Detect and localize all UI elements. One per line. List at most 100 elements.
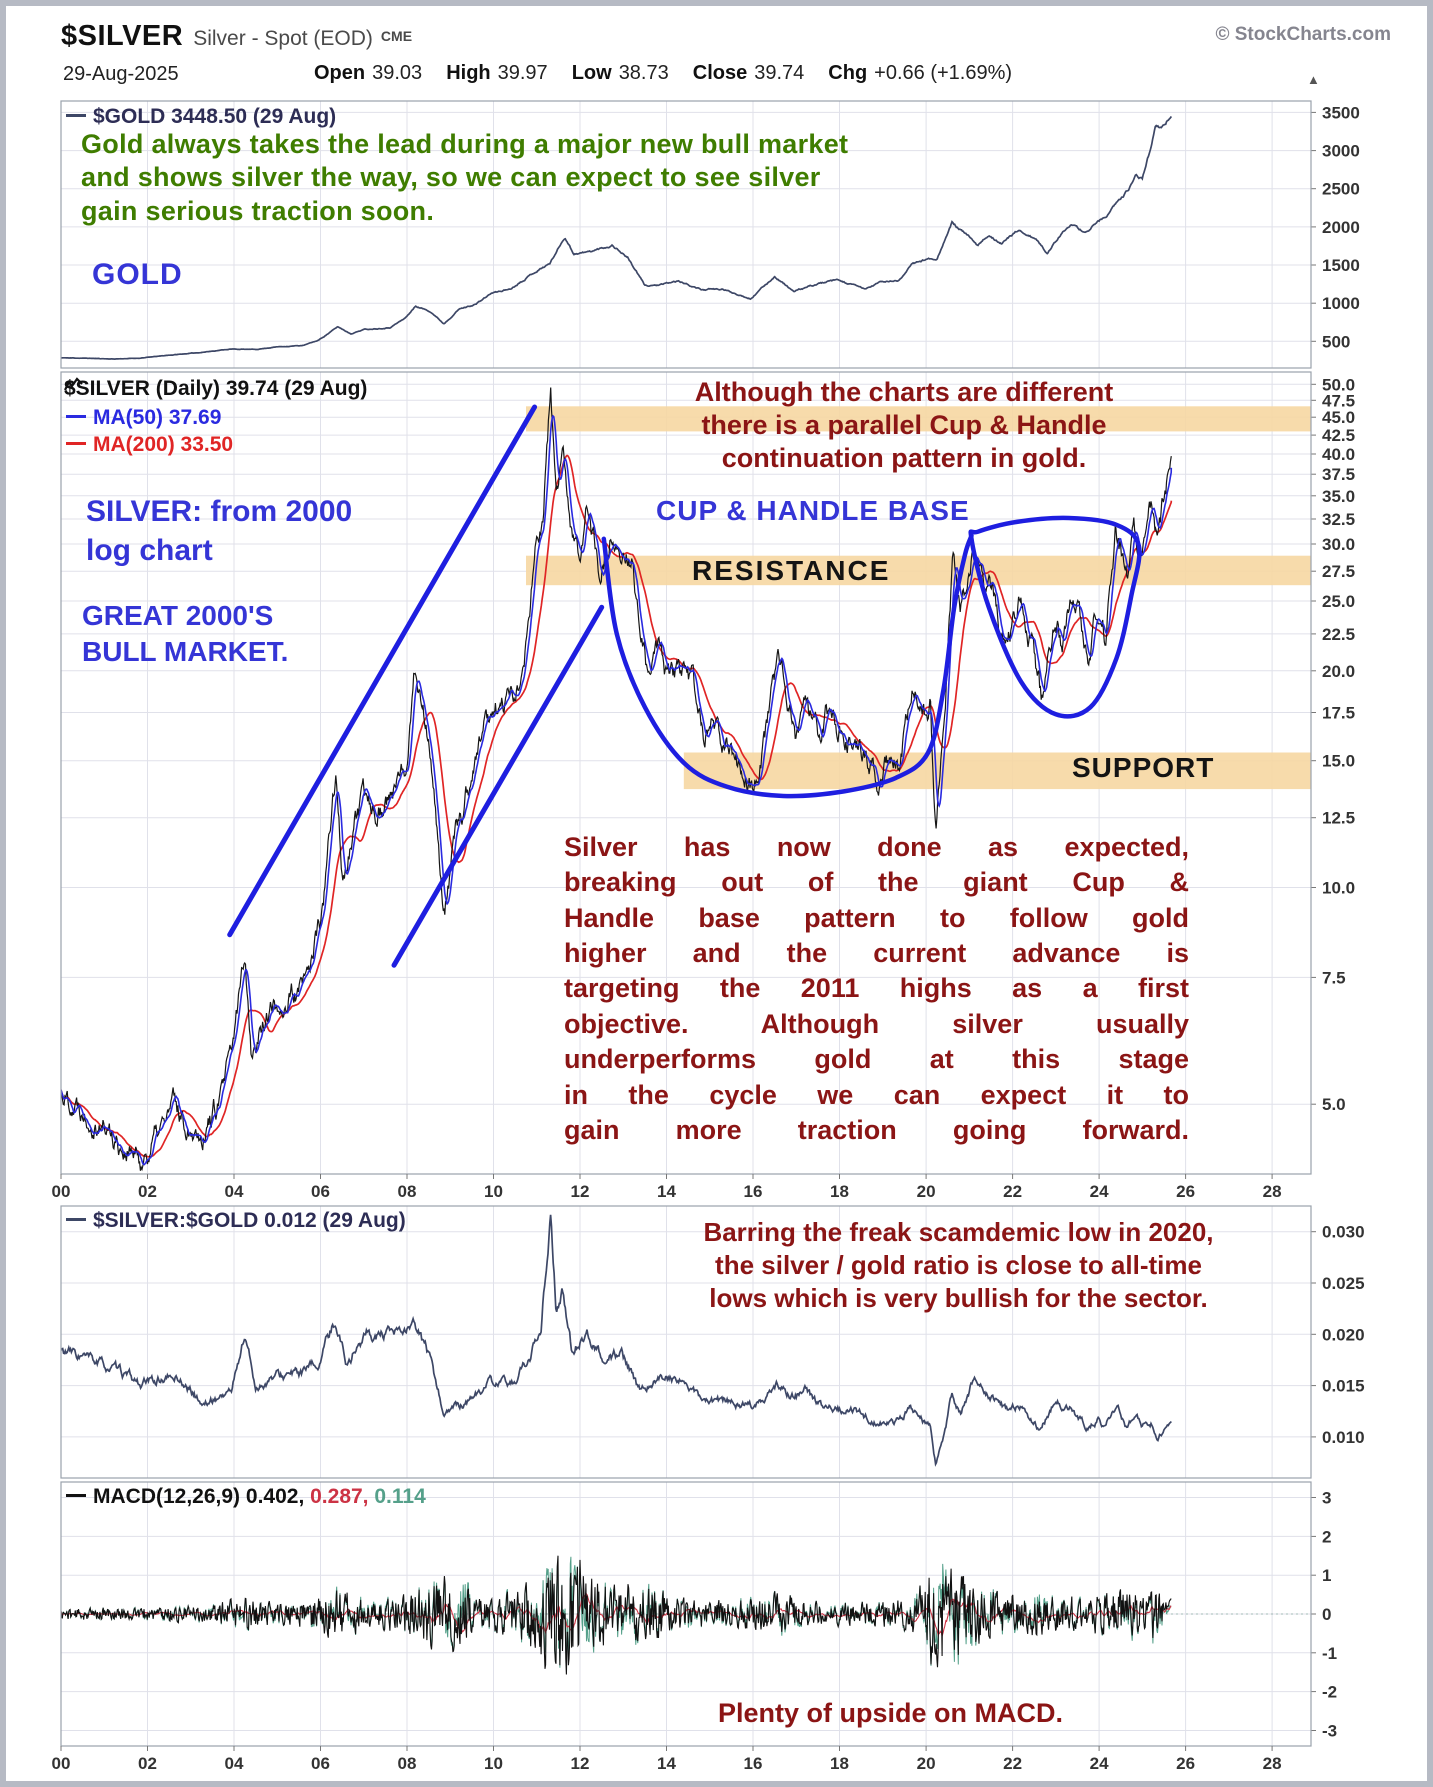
x-tick-label: 26 xyxy=(1176,1182,1195,1201)
silver-ytick-label: 15.0 xyxy=(1322,752,1355,771)
macd-line-swatch xyxy=(66,1494,86,1497)
x-tick-label: 28 xyxy=(1263,1754,1282,1773)
macd-commentary-note: Plenty of upside on MACD. xyxy=(718,1698,1064,1728)
gold-ytick-label: 3500 xyxy=(1322,103,1360,122)
gold-panel-border xyxy=(60,100,1312,369)
sharpchart-icon xyxy=(64,377,83,391)
macd-panel-border xyxy=(60,1481,1312,1747)
silver-breakout-note: Silver has now done as expected, breakin… xyxy=(564,832,1189,1145)
gold-grid: 3500 3000 2500 2000 1500 1000 500 xyxy=(60,101,1360,368)
gold-legend: $GOLD 3448.50 (29 Aug) xyxy=(66,105,336,129)
symbol-title: $SILVER xyxy=(61,20,184,52)
open-label: Open xyxy=(314,62,366,84)
x-tick-label: 10 xyxy=(484,1754,503,1773)
silver-ytick-label: 5.0 xyxy=(1322,1095,1346,1114)
silver-ytick-label: 17.5 xyxy=(1322,704,1355,723)
high-label: High xyxy=(446,62,491,84)
ratio-legend-text: $SILVER:$GOLD 0.012 (29 Aug) xyxy=(93,1209,406,1232)
silver-ytick-label: 25.0 xyxy=(1322,592,1355,611)
cup-handle-parallel-note: Although the charts are different there … xyxy=(694,377,1114,473)
quote-summary: Open 39.03 High 39.97 Low 38.73 Close 39.74 … xyxy=(314,62,1012,85)
silver-ytick-label: 47.5 xyxy=(1322,391,1355,410)
x-tick-label: 08 xyxy=(398,1182,417,1201)
macd-hist-value: 0.114 xyxy=(374,1485,426,1508)
silver-gold-ratio-line xyxy=(61,1214,1172,1467)
macd-ytick-label: -2 xyxy=(1322,1683,1337,1702)
silver-ytick-label: 27.5 xyxy=(1322,562,1355,581)
ma50-swatch xyxy=(66,415,86,418)
silver-ytick-label: 50.0 xyxy=(1322,375,1355,394)
chart-date: 29-Aug-2025 xyxy=(63,63,179,85)
silver-ytick-label: 22.5 xyxy=(1322,625,1355,644)
silver-ytick-label: 10.0 xyxy=(1322,879,1355,898)
x-tick-label: 16 xyxy=(744,1754,763,1773)
silver-ma200-line xyxy=(61,454,1173,1158)
silver-ytick-label: 37.5 xyxy=(1322,465,1355,484)
gold-price-line xyxy=(61,115,1173,360)
silver-ma50-line xyxy=(61,414,1173,1166)
ma200-legend: MA(200) 33.50 xyxy=(66,433,233,457)
macd-name: MACD(12,26,9) xyxy=(93,1485,241,1508)
handle-outline xyxy=(968,515,1142,719)
silver-ytick-label: 40.0 xyxy=(1322,445,1355,464)
open-value: 39.03 xyxy=(372,62,423,84)
ma50-legend-text: MA(50) 37.69 xyxy=(93,406,222,429)
gold-ytick-label: 1000 xyxy=(1322,294,1360,313)
bull-market-trendline xyxy=(227,404,538,938)
gold-ytick-label: 500 xyxy=(1322,332,1350,351)
gold-legend-text: $GOLD 3448.50 (29 Aug) xyxy=(93,105,337,128)
silver-panel-border xyxy=(60,371,1312,1175)
gold-ytick-label: 2500 xyxy=(1322,180,1360,199)
symbol-description: Silver - Spot (EOD) xyxy=(193,27,373,50)
ratio-ytick-label: 0.025 xyxy=(1322,1274,1365,1293)
close-label: Close xyxy=(692,62,748,84)
x-tick-label: 02 xyxy=(138,1182,157,1201)
cup-outline xyxy=(601,533,974,799)
x-tick-label: 08 xyxy=(398,1754,417,1773)
x-tick-label: 14 xyxy=(657,1182,676,1201)
ratio-panel-border xyxy=(60,1205,1312,1479)
macd-ytick-label: -3 xyxy=(1322,1722,1337,1741)
exchange-label: CME xyxy=(380,28,413,44)
x-tick-label: 02 xyxy=(138,1754,157,1773)
scale-scroll-up-icon: ▲ xyxy=(1307,72,1320,87)
x-tick-label: 16 xyxy=(744,1182,763,1201)
silver-ytick-label: 35.0 xyxy=(1322,487,1355,506)
chg-label: Chg xyxy=(828,62,868,84)
silver-ytick-label: 32.5 xyxy=(1322,510,1355,529)
low-value: 38.73 xyxy=(618,62,669,84)
x-tick-label: 24 xyxy=(1090,1754,1109,1773)
ratio-ytick-label: 0.020 xyxy=(1322,1325,1365,1344)
gold-ytick-label: 3000 xyxy=(1322,142,1360,161)
silver-ytick-label: 12.5 xyxy=(1322,809,1355,828)
silver-band-0 xyxy=(526,406,1311,432)
silver-legend-text: $SILVER (Daily) 39.74 (29 Aug) xyxy=(64,377,368,400)
x-tick-label: 00 xyxy=(52,1182,71,1201)
x-tick-label: 06 xyxy=(311,1182,330,1201)
resistance-label: RESISTANCE xyxy=(692,555,891,586)
x-tick-label: 28 xyxy=(1263,1182,1282,1201)
x-axis-labels-row-1: 00 02 04 06 08 10 12 14 16 18 20 22 24 26 28 xyxy=(52,1174,1282,1201)
macd-ytick-label: 3 xyxy=(1322,1489,1331,1508)
gold-ytick-label: 2000 xyxy=(1322,218,1360,237)
bull-market-label: GREAT 2000'S BULL MARKET. xyxy=(82,600,289,668)
silver-ytick-label: 7.5 xyxy=(1322,968,1346,987)
x-tick-label: 18 xyxy=(830,1754,849,1773)
x-tick-label: 22 xyxy=(1003,1754,1022,1773)
close-value: 39.74 xyxy=(754,62,805,84)
macd-legend: MACD(12,26,9) 0.402, 0.287, 0.114 xyxy=(66,1485,426,1509)
silver-ytick-label: 42.5 xyxy=(1322,426,1355,445)
silver-ytick-label: 45.0 xyxy=(1322,408,1355,427)
x-tick-label: 04 xyxy=(225,1754,244,1773)
silver-ytick-label: 20.0 xyxy=(1322,662,1355,681)
gold-line-swatch xyxy=(66,114,86,117)
x-tick-label: 18 xyxy=(830,1182,849,1201)
ratio-line-swatch xyxy=(66,1218,86,1221)
high-value: 39.97 xyxy=(497,62,548,84)
x-tick-label: 20 xyxy=(917,1182,936,1201)
x-tick-label: 22 xyxy=(1003,1182,1022,1201)
x-tick-label: 00 xyxy=(52,1754,71,1773)
x-axis-labels-row-2: 00 02 04 06 08 10 12 14 16 18 20 22 24 26 28 xyxy=(52,1746,1282,1773)
silver-ytick-label: 30.0 xyxy=(1322,535,1355,554)
secondary-trendline xyxy=(391,604,605,968)
